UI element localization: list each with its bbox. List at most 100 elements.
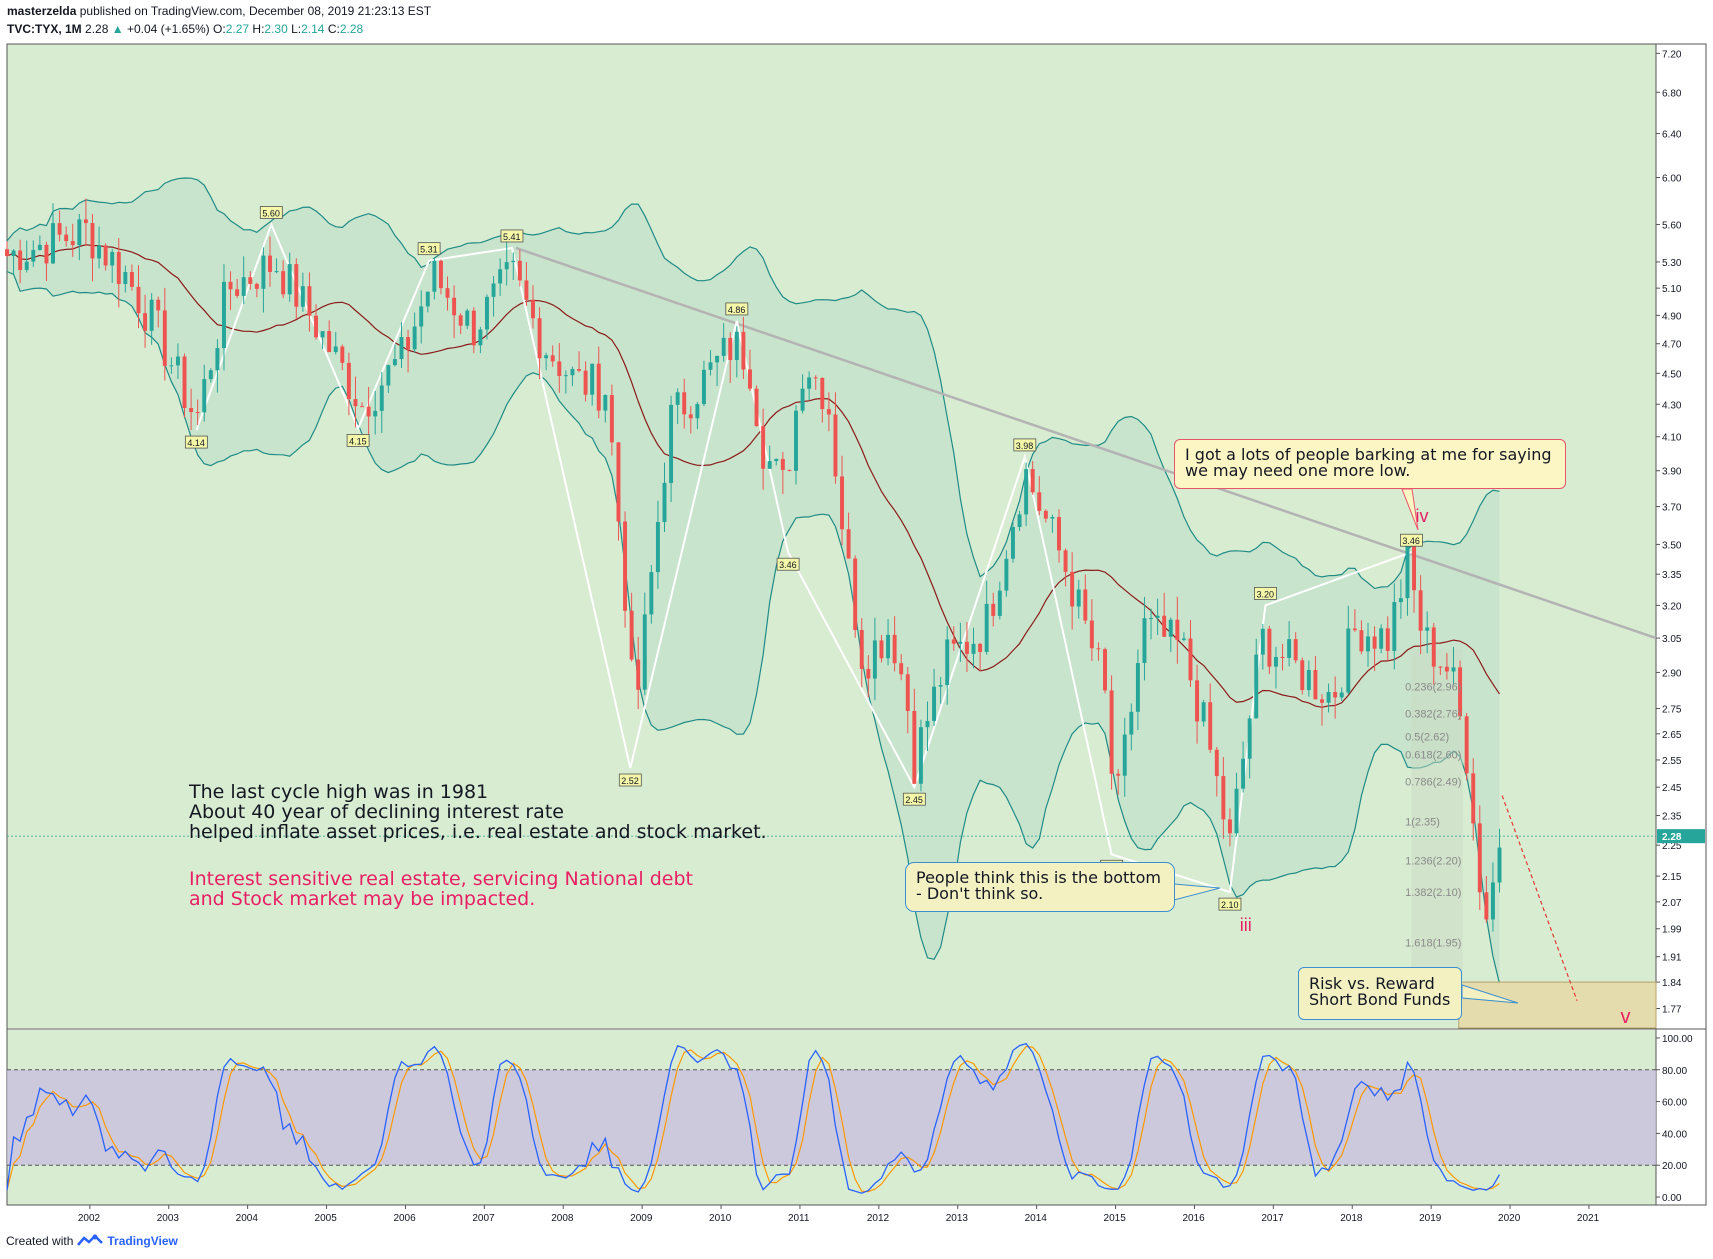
candle-body	[708, 362, 713, 370]
candle-body	[504, 262, 509, 270]
price-tick-label: 3.50	[1662, 540, 1682, 551]
risk-callout-pointer	[1461, 984, 1519, 1004]
time-tick-label: 2014	[1025, 1213, 1048, 1224]
candle-body	[70, 241, 75, 246]
candle-body	[314, 315, 318, 338]
impact-note: Interest sensitive real estate, servicin…	[189, 869, 693, 909]
candle-body	[143, 313, 148, 331]
candle-body	[1010, 527, 1015, 559]
candle-body	[787, 469, 792, 471]
candle-body	[872, 640, 877, 679]
candle-body	[386, 365, 391, 386]
candle-body	[1464, 716, 1469, 774]
candle-body	[945, 639, 950, 686]
candle-body	[458, 315, 463, 326]
cycle-note-line1: The last cycle high was in 1981	[189, 781, 489, 803]
candle-body	[1214, 749, 1219, 777]
candle-body	[208, 370, 213, 380]
candle-body	[1195, 680, 1200, 722]
candle-body	[1109, 690, 1114, 774]
author-name[interactable]: masterzelda	[7, 4, 77, 18]
swing-price-tag	[1400, 533, 1423, 547]
candle-body	[1425, 627, 1430, 631]
time-tick-label: 2007	[472, 1213, 495, 1224]
risk-callout[interactable]: Risk vs. Reward Short Bond Funds	[1298, 967, 1462, 1020]
swing-price-text: 5.41	[503, 232, 521, 242]
candle-body	[1366, 636, 1370, 652]
bottom-callout[interactable]: People think this is the bottom - Don't …	[905, 862, 1175, 912]
candle-body	[498, 269, 503, 284]
candle-body	[531, 299, 535, 319]
candle-body	[419, 306, 424, 327]
candle-body	[590, 363, 595, 395]
fib-level-label: 1.618(1.95)	[1405, 938, 1461, 950]
price-tick-label: 2.07	[1662, 898, 1682, 909]
stochastic-tick-label: 80.00	[1662, 1066, 1687, 1077]
candle-body	[1260, 628, 1265, 655]
price-tick-label: 3.35	[1662, 570, 1682, 581]
candle-body	[425, 291, 430, 307]
candle-body	[596, 363, 601, 411]
candle-body	[1273, 656, 1278, 667]
candle-body	[570, 369, 575, 376]
candle-body	[609, 395, 614, 443]
price-tick-label: 5.60	[1662, 220, 1682, 231]
candle-body	[636, 659, 641, 690]
candle-body	[268, 255, 272, 272]
swing-price-tag	[902, 792, 926, 806]
impact-note-line2: and Stock market may be impacted.	[189, 888, 536, 910]
candle-body	[366, 406, 371, 417]
candle-body	[780, 458, 785, 470]
candle-body	[1320, 699, 1324, 703]
candle-body	[1490, 882, 1495, 920]
candle-body	[149, 299, 154, 331]
swing-price-text: 2.45	[905, 795, 923, 805]
price-tick-label: 2.15	[1662, 872, 1682, 883]
close-label: C:	[327, 22, 340, 36]
candle-body	[44, 244, 49, 264]
candle-body	[853, 558, 858, 630]
price-tick-label: 4.30	[1662, 400, 1682, 411]
candle-body	[800, 388, 805, 411]
candle-body	[320, 331, 325, 338]
candle-body	[1306, 670, 1311, 691]
swing-price-text: 4.15	[349, 436, 367, 446]
candle-body	[550, 355, 555, 362]
candle-body	[1359, 630, 1364, 652]
candle-body	[715, 355, 720, 363]
candle-body	[826, 409, 831, 415]
projection-arrow	[1501, 795, 1578, 1002]
candle-body	[57, 223, 62, 235]
candle-body	[1122, 734, 1127, 776]
candle-body	[222, 281, 226, 349]
barking-callout-pointer	[1401, 488, 1419, 531]
price-tick-label: 5.10	[1662, 284, 1682, 295]
candle-body	[1083, 589, 1088, 621]
cycle-note-line3: helped inflate asset prices, i.e. real e…	[189, 821, 767, 843]
candle-body	[557, 361, 562, 377]
candle-body	[840, 476, 844, 530]
chart-canvas[interactable]: 7.20 6.80 6.40 6.00 5.60 5.30 5.10 4.90 4.70 4.50…	[0, 0, 1713, 1225]
candle-body	[1234, 788, 1239, 834]
stochastic-tick-label: 60.00	[1662, 1098, 1687, 1109]
barking-callout[interactable]: I got a lots of people barking at me for…	[1174, 439, 1566, 489]
price-tick-label: 3.20	[1662, 601, 1682, 612]
candle-body	[912, 710, 917, 784]
candle-body	[754, 388, 759, 427]
candle-body	[1050, 517, 1055, 519]
candle-body	[327, 331, 332, 353]
time-tick-label: 2011	[788, 1213, 810, 1224]
fib-level-label: 1(2.35)	[1405, 816, 1440, 828]
candle-body	[1149, 617, 1154, 619]
price-tick-label: 2.55	[1662, 756, 1682, 767]
candle-body	[1398, 598, 1403, 603]
candle-body	[616, 442, 621, 522]
price-tick-label: 1.77	[1662, 1004, 1682, 1015]
swing-price-tag	[725, 302, 749, 316]
price-tick-label: 6.00	[1662, 173, 1682, 184]
candle-body	[432, 260, 437, 292]
candle-body	[1484, 892, 1489, 920]
candle-body	[11, 250, 16, 257]
time-tick-label: 2002	[78, 1213, 101, 1224]
tradingview-brand[interactable]: TradingView	[107, 1234, 178, 1248]
